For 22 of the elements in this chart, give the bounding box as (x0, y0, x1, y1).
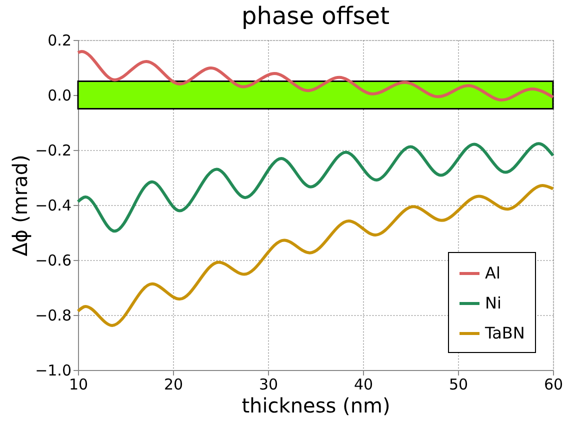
line-series (76, 184, 554, 327)
x-tick-label: 50 (448, 376, 468, 394)
line-series (76, 142, 554, 233)
legend-label: Al (485, 264, 500, 282)
y-axis-title: Δϕ (mrad) (8, 154, 32, 256)
y-tick-label: 0.2 (48, 32, 72, 50)
y-tick-label: −0.2 (35, 142, 72, 160)
y-tick-label: −0.8 (35, 306, 72, 324)
legend-label: Ni (485, 294, 502, 312)
y-tick-label: −0.4 (35, 196, 72, 214)
x-tick-label: 30 (258, 376, 278, 394)
legend-label: TaBN (484, 324, 525, 342)
x-tick-label: 60 (544, 376, 564, 394)
x-tick-label: 20 (164, 376, 184, 394)
x-axis-title: thickness (nm) (242, 394, 390, 418)
chart-title: phase offset (242, 2, 390, 30)
y-tick-label: −1.0 (35, 362, 72, 380)
line-series (76, 50, 554, 102)
y-tick-label: 0.0 (48, 86, 72, 104)
x-tick-label: 40 (354, 376, 374, 394)
x-tick-label: 10 (68, 376, 88, 394)
y-tick-label: −0.6 (35, 252, 72, 270)
